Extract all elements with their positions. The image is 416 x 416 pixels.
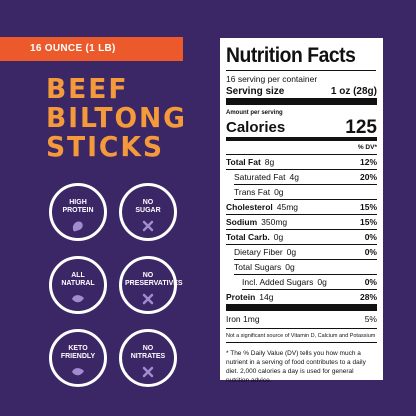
nutrient-row: Incl. Added Sugars 0g 0% xyxy=(242,275,377,290)
badge-icon xyxy=(142,293,154,305)
badge: NO NITRATES xyxy=(119,329,177,387)
nutrient-left: Incl. Added Sugars 0g xyxy=(242,275,327,289)
nutrient-left: Saturated Fat 4g xyxy=(234,170,299,184)
badge-icon xyxy=(72,221,83,232)
badge-icon xyxy=(142,220,154,232)
nutrient-dv: 5% xyxy=(364,314,377,324)
nutrient-label: Incl. Added Sugars xyxy=(242,277,314,287)
badge-label: ALL NATURAL xyxy=(61,272,95,287)
nutrient-row: Saturated Fat 4g 20% xyxy=(234,170,377,185)
footnote: * The % Daily Value (DV) tells you how m… xyxy=(226,350,366,384)
nutrient-label: Sodium xyxy=(226,217,258,227)
nutrient-left: Cholesterol 45mg xyxy=(226,200,298,214)
product-title: BEEF BILTONG STICKS xyxy=(46,74,194,161)
nutrient-dv: 20% xyxy=(359,172,377,182)
nutrient-row: Total Fat 8g 12% xyxy=(226,155,377,170)
badge-label: HIGH PROTEIN xyxy=(62,199,94,214)
nutrient-dv: 0% xyxy=(364,277,377,287)
nutrient-amount: 0g xyxy=(274,187,284,197)
nutrient-amount: 0g xyxy=(285,262,295,272)
nutrient-dv: 28% xyxy=(359,292,377,302)
iron-row: Iron 1mg 5% xyxy=(226,311,377,329)
nutrient-row: Total Sugars 0g xyxy=(234,260,377,275)
nutrient-amount: 8g xyxy=(264,157,275,167)
nutrient-left: Trans Fat 0g xyxy=(234,185,284,199)
nutrient-label: Total Fat xyxy=(226,157,261,167)
nutrient-row: Sodium 350mg 15% xyxy=(226,215,377,230)
title-line: BILTONG xyxy=(46,101,187,134)
badge-label: KETO FRIENDLY xyxy=(60,345,96,360)
nutrient-dv: 0% xyxy=(364,232,377,242)
nutrition-title: Nutrition Facts xyxy=(226,42,377,71)
nutrition-label: Nutrition Facts 16 serving per container… xyxy=(220,38,383,384)
badge-icon xyxy=(142,366,154,378)
badge: HIGH PROTEIN xyxy=(49,183,107,241)
badge-label: NO NITRATES xyxy=(130,345,166,360)
nutrient-dv: 12% xyxy=(359,157,377,167)
note: Not a significant source of Vitamin D, C… xyxy=(226,330,377,343)
nutrient-row: Dietary Fiber 0g 0% xyxy=(234,245,377,260)
nutrient-row: Total Carb. 0g 0% xyxy=(226,230,377,245)
badge-label: NO PRESERVATIVES xyxy=(125,272,183,287)
nutrient-row: Cholesterol 45mg 15% xyxy=(226,200,377,215)
calories: Calories 125 xyxy=(226,117,377,141)
nutrient-left: Total Carb. 0g xyxy=(226,230,283,244)
serving-size-label: Serving size xyxy=(226,86,285,97)
nutrient-left: Total Fat 8g xyxy=(226,155,274,169)
calories-value: 125 xyxy=(345,117,377,138)
nutrient-row: Protein 14g 28% xyxy=(226,290,377,311)
calories-label: Calories xyxy=(226,119,286,136)
serving-size: Serving size 1 oz (28g) xyxy=(226,85,377,105)
nutrient-rows: Total Fat 8g 12% Saturated Fat 4g 20% Trans Fa… xyxy=(226,155,377,311)
nutrient-label: Iron xyxy=(226,314,241,324)
amount-per-serving: Amount per serving xyxy=(226,110,283,116)
nutrient-row: Trans Fat 0g xyxy=(234,185,377,200)
nutrient-label: Cholesterol xyxy=(226,202,273,212)
nutrient-amount: 0g xyxy=(286,247,297,257)
nutrient-dv: 0% xyxy=(364,247,377,257)
nutrient-amount: 350mg xyxy=(261,217,288,227)
nutrient-amount: 0g xyxy=(317,277,327,287)
badge: NO SUGAR xyxy=(119,183,177,241)
nutrient-amount: 45mg xyxy=(276,202,299,212)
nutrient-dv: 15% xyxy=(359,202,377,212)
nutrient-label: Total Sugars xyxy=(234,262,282,272)
nutrient-amount: 14g xyxy=(259,292,274,302)
nutrient-left: Total Sugars 0g xyxy=(234,260,295,274)
title-line: STICKS xyxy=(46,130,164,163)
badge: NO PRESERVATIVES xyxy=(119,256,183,314)
nutrient-amount: 4g xyxy=(289,172,299,182)
servings: 16 serving per container xyxy=(226,74,318,84)
nutrient-amount: 0g xyxy=(273,232,284,242)
nutrient-label: Saturated Fat xyxy=(234,172,286,182)
nutrient-left: Sodium 350mg xyxy=(226,215,287,229)
serving-size-value: 1 oz (28g) xyxy=(330,86,377,97)
nutrient-label: Total Carb. xyxy=(226,232,270,242)
badge: ALL NATURAL xyxy=(49,256,107,314)
badge-icon xyxy=(72,295,84,303)
nutrient-left: Dietary Fiber 0g xyxy=(234,245,296,259)
badge-icon xyxy=(72,368,84,376)
badge-label: NO SUGAR xyxy=(135,199,161,214)
nutrient-label: Protein xyxy=(226,292,256,302)
banner: 16 OUNCE (1 LB) xyxy=(0,37,183,61)
nutrient-dv: 15% xyxy=(359,217,377,227)
nutrient-label: Trans Fat xyxy=(234,187,271,197)
badge: KETO FRIENDLY xyxy=(49,329,107,387)
nutrient-left: Protein 14g xyxy=(226,290,273,304)
dv-header: % DV* xyxy=(226,141,377,155)
nutrient-amount: 1mg xyxy=(243,314,260,324)
nutrient-label: Dietary Fiber xyxy=(234,247,283,257)
title-line: BEEF xyxy=(46,72,129,105)
